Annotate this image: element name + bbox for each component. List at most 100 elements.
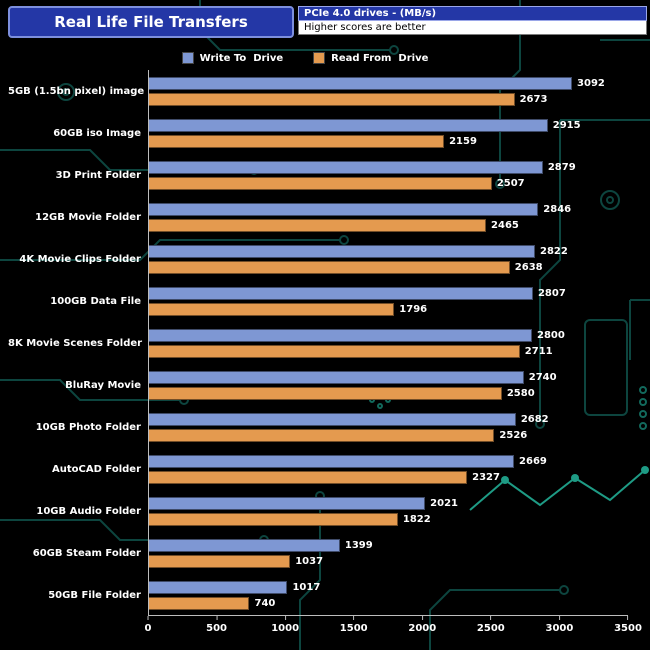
bar-value-label: 2673 [519, 93, 548, 105]
category-label: 10GB Photo Folder [35, 421, 141, 433]
chart-row: 60GB Steam Folder 1399 1037 [8, 532, 628, 574]
bar-line: 1037 [148, 554, 628, 568]
subtitle-drive-type: PCIe 4.0 drives - (MB/s) [298, 6, 647, 21]
bar-line: 2638 [148, 260, 628, 274]
x-axis-tick: 500 [206, 616, 227, 634]
bar-group: 2822 2638 [148, 238, 628, 280]
category-label: 10GB Audio Folder [36, 505, 141, 517]
tick-label: 3500 [614, 623, 642, 634]
bar-line: 740 [148, 596, 628, 610]
bar-line: 2465 [148, 218, 628, 232]
chart-row: 60GB iso Image 2915 2159 [8, 112, 628, 154]
bar-line: 2807 [148, 286, 628, 300]
bar-group: 2669 2327 [148, 448, 628, 490]
bar-line: 2682 [148, 412, 628, 426]
y-axis-line [148, 70, 149, 616]
chart-row: 10GB Audio Folder 2021 1822 [8, 490, 628, 532]
chart-rows: 5GB (1.5bn pixel) image 3092 2673 60GB iso … [8, 70, 628, 616]
x-axis: 0 500 1000 1500 2000 2500 3000 3500 [145, 615, 642, 646]
tick-mark [216, 616, 218, 620]
write-bar [148, 538, 340, 552]
chart-row: 4K Movie Clips Folder 2822 2638 [8, 238, 628, 280]
read-bar [148, 386, 502, 400]
bar-line: 2879 [148, 160, 628, 174]
tick-label: 1000 [271, 623, 300, 634]
write-bar [148, 118, 548, 132]
bar-chart: 5GB (1.5bn pixel) image 3092 2673 60GB iso … [8, 70, 642, 646]
bar-value-label: 2740 [528, 371, 557, 383]
read-bar [148, 134, 445, 148]
bar-line: 1796 [148, 302, 628, 316]
bar-group: 2740 2580 [148, 364, 628, 406]
legend-swatch [181, 52, 194, 64]
legend-swatch [313, 52, 326, 64]
bar-value-label: 2879 [547, 161, 576, 173]
bar-value-label: 1796 [399, 303, 428, 315]
bar-line: 2159 [148, 134, 628, 148]
write-bar [148, 202, 539, 216]
bar-line: 3092 [148, 76, 628, 90]
tick-mark [284, 616, 286, 620]
category-label: 50GB File Folder [48, 589, 141, 601]
chart-row: 10GB Photo Folder 2682 2526 [8, 406, 628, 448]
bar-line: 2673 [148, 92, 628, 106]
read-bar [148, 218, 487, 232]
chart-row: AutoCAD Folder 2669 2327 [8, 448, 628, 490]
tick-label: 3000 [545, 623, 574, 634]
bar-value-label: 2638 [514, 261, 543, 273]
legend-item-read: Read From Drive [313, 52, 428, 64]
chart-row: BluRay Movie 2740 2580 [8, 364, 628, 406]
tick-label: 500 [206, 623, 227, 634]
bar-value-label: 2807 [537, 287, 566, 299]
bar-line: 2822 [148, 244, 628, 258]
bar-line: 2669 [148, 454, 628, 468]
category-label: AutoCAD Folder [52, 463, 141, 475]
tick-mark [353, 616, 355, 620]
x-axis-tick: 3000 [545, 616, 574, 634]
chart-row: 100GB Data File 2807 1796 [8, 280, 628, 322]
bar-value-label: 2507 [496, 177, 525, 189]
chart-row: 5GB (1.5bn pixel) image 3092 2673 [8, 70, 628, 112]
read-bar [148, 596, 250, 610]
category-label: 60GB iso Image [53, 127, 141, 139]
bar-group: 2021 1822 [148, 490, 628, 532]
bar-line: 2507 [148, 176, 628, 190]
bar-line: 2740 [148, 370, 628, 384]
bar-value-label: 2711 [524, 345, 553, 357]
category-label: 8K Movie Scenes Folder [8, 337, 143, 349]
bar-value-label: 2526 [499, 429, 528, 441]
bar-value-label: 1037 [295, 555, 324, 567]
bar-value-label: 740 [254, 597, 276, 609]
bar-line: 2021 [148, 496, 628, 510]
x-axis-tick: 0 [145, 616, 151, 634]
tick-mark [147, 616, 149, 620]
bar-value-label: 2159 [449, 135, 477, 147]
category-label: 12GB Movie Folder [35, 211, 141, 223]
write-bar [148, 580, 288, 594]
read-bar [148, 344, 520, 358]
tick-mark [627, 616, 629, 620]
write-bar [148, 496, 426, 510]
bar-line: 1017 [148, 580, 628, 594]
chart-row: 3D Print Folder 2879 2507 [8, 154, 628, 196]
bar-value-label: 2327 [472, 471, 500, 483]
chart-row: 50GB File Folder 1017 740 [8, 574, 628, 616]
tick-mark [558, 616, 560, 620]
bar-line: 1822 [148, 512, 628, 526]
tick-label: 1500 [339, 623, 368, 634]
bar-group: 2879 2507 [148, 154, 628, 196]
write-bar [148, 76, 573, 90]
bar-value-label: 2846 [543, 203, 572, 215]
write-bar [148, 412, 516, 426]
bar-line: 2846 [148, 202, 628, 216]
bar-value-label: 1017 [292, 581, 321, 593]
x-axis-tick: 2500 [477, 616, 505, 634]
chart-title: Real Life File Transfers [8, 6, 294, 38]
read-bar [148, 554, 291, 568]
category-label: 4K Movie Clips Folder [19, 253, 141, 265]
bar-value-label: 2580 [506, 387, 535, 399]
read-bar [148, 302, 395, 316]
legend-label: Write To Drive [199, 52, 284, 64]
bar-value-label: 2465 [491, 219, 519, 231]
